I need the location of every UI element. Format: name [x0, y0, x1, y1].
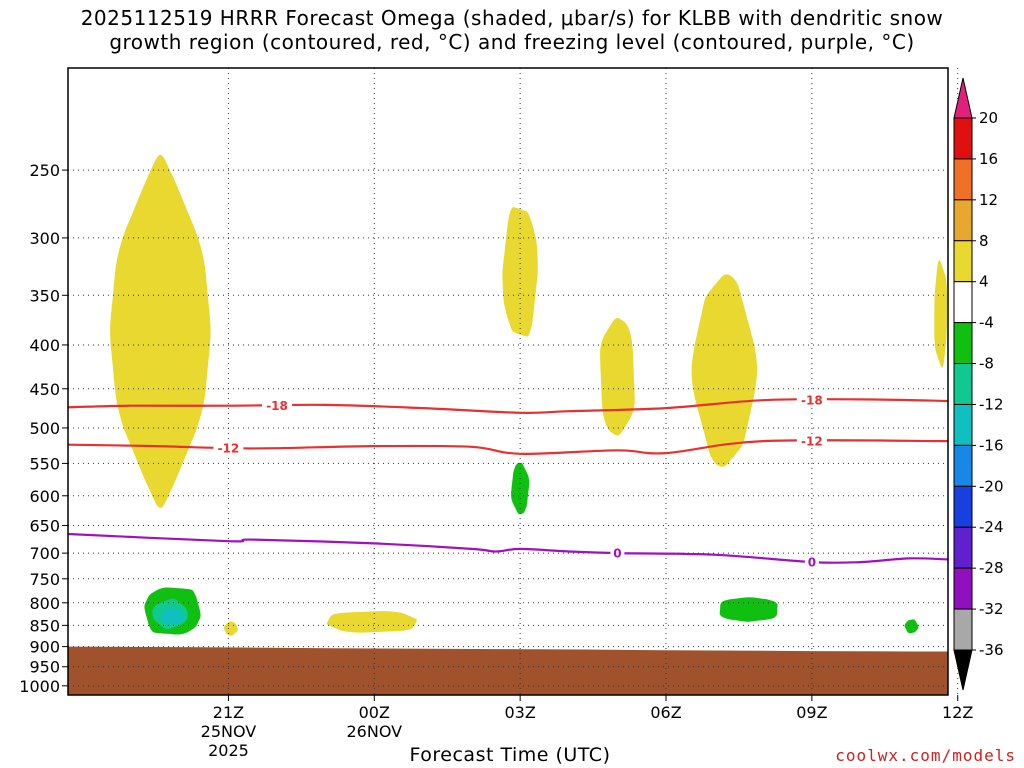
y-tick-label-800: 800 [29, 594, 60, 613]
y-tick-label-300: 300 [29, 229, 60, 248]
colorbar-segment-12 [953, 608, 973, 651]
y-tick-label-850: 850 [29, 616, 60, 635]
x-tick-date-25NOV: 25NOV [201, 722, 257, 741]
colorbar-top-arrow [953, 77, 973, 119]
contour-label-bg-0-1 [804, 555, 819, 570]
x-tick-label-09Z: 09Z [796, 703, 827, 722]
contour-label-bg--12-1 [796, 434, 827, 449]
colorbar-label-4: 4 [979, 273, 989, 291]
omega-region-sinking-10 [161, 608, 184, 625]
colorbar-segment-5 [953, 322, 973, 365]
x-tick-label-12Z: 12Z [942, 703, 973, 722]
omega-region-rising-3 [691, 274, 758, 467]
omega-region-rising-1 [502, 207, 538, 337]
contour-label-0-1: 0 [808, 556, 816, 570]
colorbar-segment-11 [953, 567, 973, 610]
y-tick-label-700: 700 [29, 544, 60, 563]
colorbar-label-20: 20 [979, 109, 998, 127]
colorbar-segment-6 [953, 363, 973, 405]
x-tick-label-21Z: 21Z [213, 703, 244, 722]
colorbar-label--24: -24 [979, 518, 1004, 536]
colorbar-label-12: 12 [979, 191, 998, 209]
y-tick-label-750: 750 [29, 570, 60, 589]
omega-region-rising-4 [934, 260, 948, 368]
colorbar-segment-2 [953, 199, 973, 242]
x-tick-year-2025: 2025 [208, 741, 249, 760]
omega-region-sinking-11 [719, 597, 778, 622]
contour-line-0 [68, 532, 948, 564]
y-tick-label-950: 950 [29, 658, 60, 677]
omega-region-rising-6 [223, 621, 238, 636]
y-tick-label-450: 450 [29, 380, 60, 399]
x-tick-date-26NOV: 26NOV [347, 722, 403, 741]
y-tick-label-500: 500 [29, 419, 60, 438]
x-tick-label-03Z: 03Z [504, 703, 535, 722]
colorbar-segment-4 [953, 281, 973, 324]
omega-region-rising-5 [326, 611, 417, 633]
contour-line--12 [68, 439, 948, 455]
colorbar-label--28: -28 [979, 559, 1004, 577]
contour-label-0-0: 0 [613, 547, 621, 561]
contour-label-bg--18-0 [262, 398, 293, 413]
y-tick-label-250: 250 [29, 161, 60, 180]
contour-label--12-1: -12 [801, 435, 823, 449]
y-tick-label-900: 900 [29, 638, 60, 657]
colorbar-bottom-arrow [953, 649, 973, 691]
y-tick-label-650: 650 [29, 517, 60, 536]
credit-text: coolwx.com/models [835, 746, 1016, 765]
contour-label-bg--18-1 [796, 392, 827, 407]
y-tick-label-400: 400 [29, 336, 60, 355]
colorbar-segment-3 [953, 240, 973, 283]
colorbar-label-16: 16 [979, 150, 998, 168]
chart-title-line-1: 2025112519 HRRR Forecast Omega (shaded, … [80, 6, 944, 30]
y-tick-label-600: 600 [29, 487, 60, 506]
y-tick-label-1000: 1000 [19, 677, 60, 696]
y-tick-label-350: 350 [29, 286, 60, 305]
contour-label--18-0: -18 [266, 399, 288, 413]
colorbar-label--4: -4 [979, 314, 994, 332]
x-tick-label-00Z: 00Z [359, 703, 390, 722]
chart-title: 2025112519 HRRR Forecast Omega (shaded, … [0, 6, 1024, 54]
omega-region-rising-2 [600, 317, 635, 436]
omega-region-sinking-12 [904, 619, 919, 634]
colorbar-segment-1 [953, 158, 973, 201]
colorbar-segment-8 [953, 444, 973, 487]
colorbar-label--20: -20 [979, 477, 1004, 495]
contour-label-bg-0-0 [610, 546, 625, 561]
colorbar-label--12: -12 [979, 395, 1004, 413]
y-tick-label-550: 550 [29, 454, 60, 473]
plot-frame [67, 67, 949, 696]
colorbar-segment-9 [953, 485, 973, 528]
colorbar-label--8: -8 [979, 355, 994, 373]
colorbar-label--32: -32 [979, 600, 1004, 618]
x-axis-label: Forecast Time (UTC) [409, 744, 611, 766]
colorbar-label-8: 8 [979, 232, 989, 250]
omega-region-rising-0 [110, 154, 211, 508]
contour-label--12-0: -12 [218, 442, 240, 456]
chart-title-line-2: growth region (contoured, red, °C) and f… [109, 30, 915, 54]
colorbar-segment-0 [953, 117, 973, 160]
ground-fill [68, 646, 948, 695]
contour-label--18-1: -18 [801, 393, 823, 407]
contour-label-bg--12-0 [213, 441, 244, 456]
colorbar-label--36: -36 [979, 641, 1004, 659]
colorbar-segment-10 [953, 526, 973, 569]
x-tick-label-06Z: 06Z [650, 703, 681, 722]
colorbar-label--16: -16 [979, 436, 1004, 454]
colorbar-segment-7 [953, 403, 973, 446]
